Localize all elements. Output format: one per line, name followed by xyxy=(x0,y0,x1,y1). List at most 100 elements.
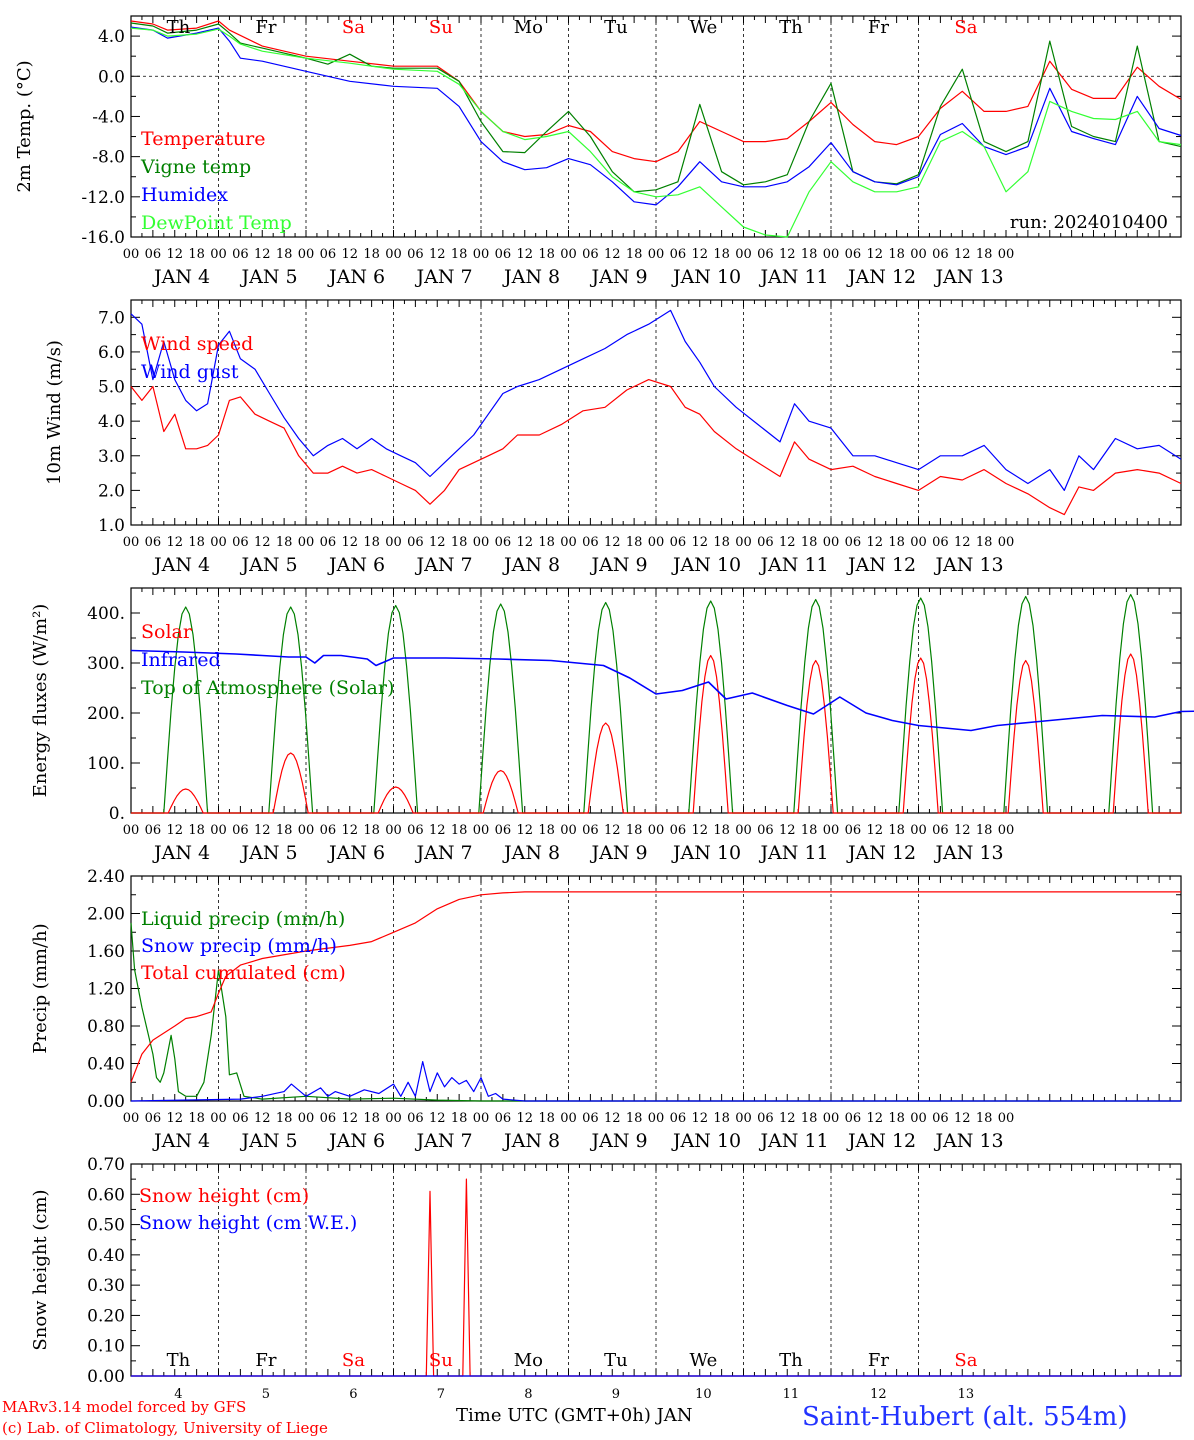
hour-tick-label: 00 xyxy=(735,823,752,838)
day-abbr-label: Th xyxy=(167,17,191,38)
date-label: JAN 8 xyxy=(502,1130,560,1152)
hour-tick-label: 12 xyxy=(954,823,971,838)
hour-tick-label: 00 xyxy=(385,823,402,838)
date-label: JAN 6 xyxy=(327,1130,385,1152)
date-label: JAN 10 xyxy=(671,554,741,576)
day-abbr-label: Su xyxy=(429,1350,453,1371)
hour-tick-label: 00 xyxy=(473,247,490,262)
hour-tick-label: 18 xyxy=(626,823,643,838)
legend-entry: Temperature xyxy=(141,128,265,150)
hour-tick-label: 06 xyxy=(232,1111,249,1126)
hour-tick-label: 00 xyxy=(735,1111,752,1126)
date-label: JAN 4 xyxy=(152,1130,210,1152)
day-number-label: 10 xyxy=(695,1387,712,1402)
hour-tick-label: 18 xyxy=(363,247,380,262)
hour-tick-label: 00 xyxy=(298,823,315,838)
date-label: JAN 11 xyxy=(758,266,828,288)
y-tick-label: 0.20 xyxy=(87,1306,125,1326)
y-tick-label: 1.20 xyxy=(87,980,125,1000)
date-label: JAN 12 xyxy=(846,554,916,576)
hour-tick-label: 18 xyxy=(538,823,555,838)
date-label: JAN 11 xyxy=(758,842,828,864)
day-abbr-label: We xyxy=(690,17,718,38)
hour-tick-label: 12 xyxy=(254,1111,271,1126)
hour-tick-label: 06 xyxy=(757,1111,774,1126)
hour-tick-label: 18 xyxy=(451,1111,468,1126)
hour-tick-label: 18 xyxy=(626,247,643,262)
panel-frame xyxy=(130,587,1182,814)
hour-tick-label: 00 xyxy=(998,823,1015,838)
hour-tick-label: 12 xyxy=(254,247,271,262)
hour-tick-label: 00 xyxy=(560,823,577,838)
hour-tick-label: 12 xyxy=(429,247,446,262)
hour-tick-label: 12 xyxy=(954,1111,971,1126)
hour-tick-label: 06 xyxy=(407,247,424,262)
y-tick-label: 0.00 xyxy=(87,1367,125,1387)
hour-tick-label: 06 xyxy=(670,1111,687,1126)
hour-tick-label: 18 xyxy=(451,823,468,838)
legend-entry: Infrared xyxy=(141,649,221,671)
hour-tick-label: 06 xyxy=(582,535,599,550)
day-abbr-label: Sa xyxy=(954,1350,977,1371)
hour-tick-label: 00 xyxy=(298,535,315,550)
series-liquid-precip-mm-h- xyxy=(130,922,1181,1102)
hour-tick-label: 06 xyxy=(845,823,862,838)
hour-tick-label: 06 xyxy=(582,823,599,838)
day-abbr-label: Fr xyxy=(255,1350,276,1371)
date-label: JAN 4 xyxy=(152,554,210,576)
time-axis-label: Time UTC (GMT+0h) JAN xyxy=(456,1405,693,1426)
day-number-label: 13 xyxy=(958,1387,975,1402)
hour-tick-label: 18 xyxy=(713,247,730,262)
day-abbr-label: Sa xyxy=(342,1350,365,1371)
date-label: JAN 7 xyxy=(414,554,472,576)
series-temperature xyxy=(130,20,1182,163)
day-abbr-label: We xyxy=(690,1350,718,1371)
hour-tick-label: 06 xyxy=(932,247,949,262)
hour-tick-label: 12 xyxy=(779,1111,796,1126)
y-tick-label: 4.0 xyxy=(98,27,125,47)
date-label: JAN 6 xyxy=(327,842,385,864)
y-tick-label: -8.0 xyxy=(92,148,125,168)
legend-entry: Top of Atmosphere (Solar) xyxy=(141,677,394,699)
day-number-label: 8 xyxy=(524,1387,532,1402)
hour-tick-label: 12 xyxy=(954,535,971,550)
hour-tick-label: 00 xyxy=(123,535,140,550)
day-abbr-label: Tu xyxy=(604,17,628,38)
hour-tick-label: 12 xyxy=(866,247,883,262)
y-tick-label: 1.60 xyxy=(87,942,125,962)
hour-tick-label: 00 xyxy=(123,823,140,838)
legend-entry: Wind gust xyxy=(141,361,239,383)
hour-tick-label: 00 xyxy=(910,823,927,838)
hour-tick-label: 12 xyxy=(429,535,446,550)
hour-tick-label: 00 xyxy=(823,535,840,550)
hour-tick-label: 12 xyxy=(516,1111,533,1126)
hour-tick-label: 12 xyxy=(866,1111,883,1126)
model-credit: MARv3.14 model forced by GFS xyxy=(2,1398,247,1416)
hour-tick-label: 12 xyxy=(516,823,533,838)
y-tick-label: 0.0 xyxy=(98,67,125,87)
hour-tick-label: 12 xyxy=(341,247,358,262)
date-label: JAN 9 xyxy=(589,842,647,864)
hour-tick-label: 12 xyxy=(166,1111,183,1126)
hour-tick-label: 00 xyxy=(385,535,402,550)
hour-tick-label: 00 xyxy=(648,1111,665,1126)
legend-entry: DewPoint Temp xyxy=(141,212,292,234)
hour-tick-label: 18 xyxy=(888,823,905,838)
legend-entry: Solar xyxy=(141,621,193,643)
hour-tick-label: 12 xyxy=(254,823,271,838)
date-label: JAN 13 xyxy=(933,842,1003,864)
hour-tick-label: 00 xyxy=(910,535,927,550)
date-label: JAN 7 xyxy=(414,842,472,864)
day-abbr-label: Mo xyxy=(514,17,543,38)
hour-tick-label: 18 xyxy=(188,535,205,550)
hour-tick-label: 12 xyxy=(341,823,358,838)
date-label: JAN 13 xyxy=(933,1130,1003,1152)
hour-tick-label: 00 xyxy=(735,535,752,550)
hour-tick-label: 12 xyxy=(254,535,271,550)
date-label: JAN 5 xyxy=(239,1130,297,1152)
date-label: JAN 5 xyxy=(239,842,297,864)
hour-tick-label: 12 xyxy=(691,247,708,262)
hour-tick-label: 18 xyxy=(976,823,993,838)
hour-tick-label: 06 xyxy=(582,1111,599,1126)
date-label: JAN 8 xyxy=(502,554,560,576)
